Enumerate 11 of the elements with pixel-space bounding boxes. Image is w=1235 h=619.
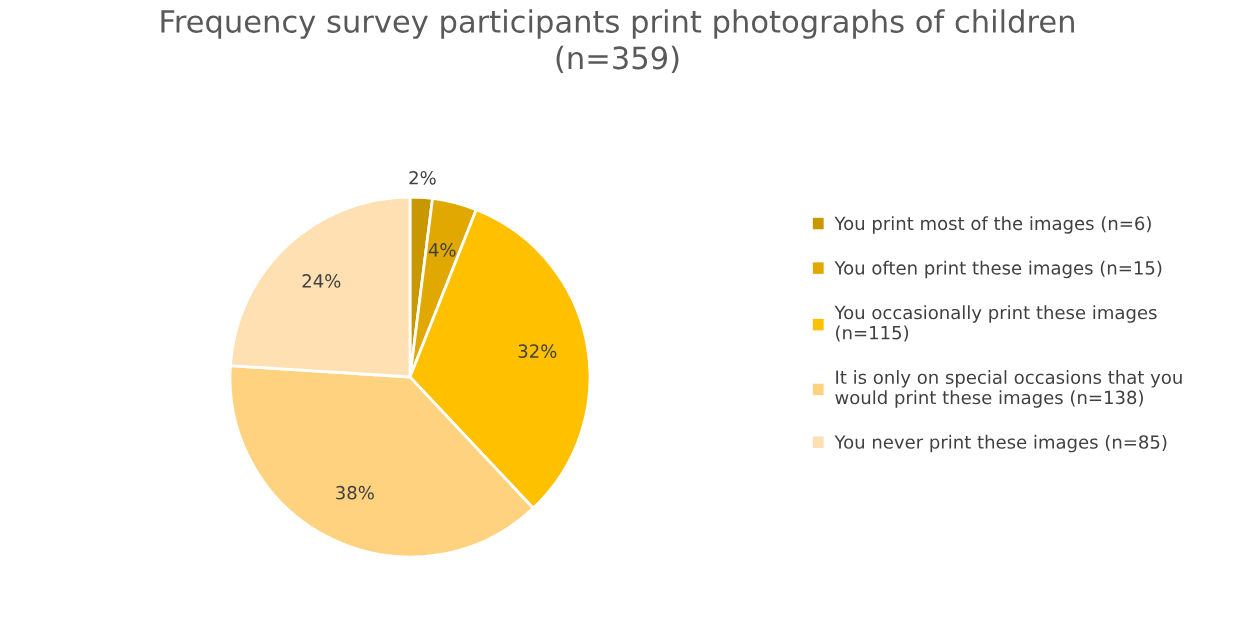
data-label: 32% <box>518 344 557 358</box>
legend-label: You often print these images (n=15) <box>834 260 1162 279</box>
legend-label: It is only on special occasions that you would print these images (n=138) <box>835 370 1182 408</box>
chart-title: Frequency survey participants print photographs of children (n=359) <box>161 9 1074 74</box>
legend-label: You occasionally print these images (n=115) <box>834 305 1157 342</box>
data-label: 24% <box>302 274 341 288</box>
data-label: 38% <box>336 485 374 500</box>
legend-label: You print most of the images (n=6) <box>834 216 1151 234</box>
legend-label: You never print these images (n=85) <box>834 434 1167 453</box>
data-label: 2% <box>409 170 436 185</box>
data-label: 4% <box>428 243 456 257</box>
